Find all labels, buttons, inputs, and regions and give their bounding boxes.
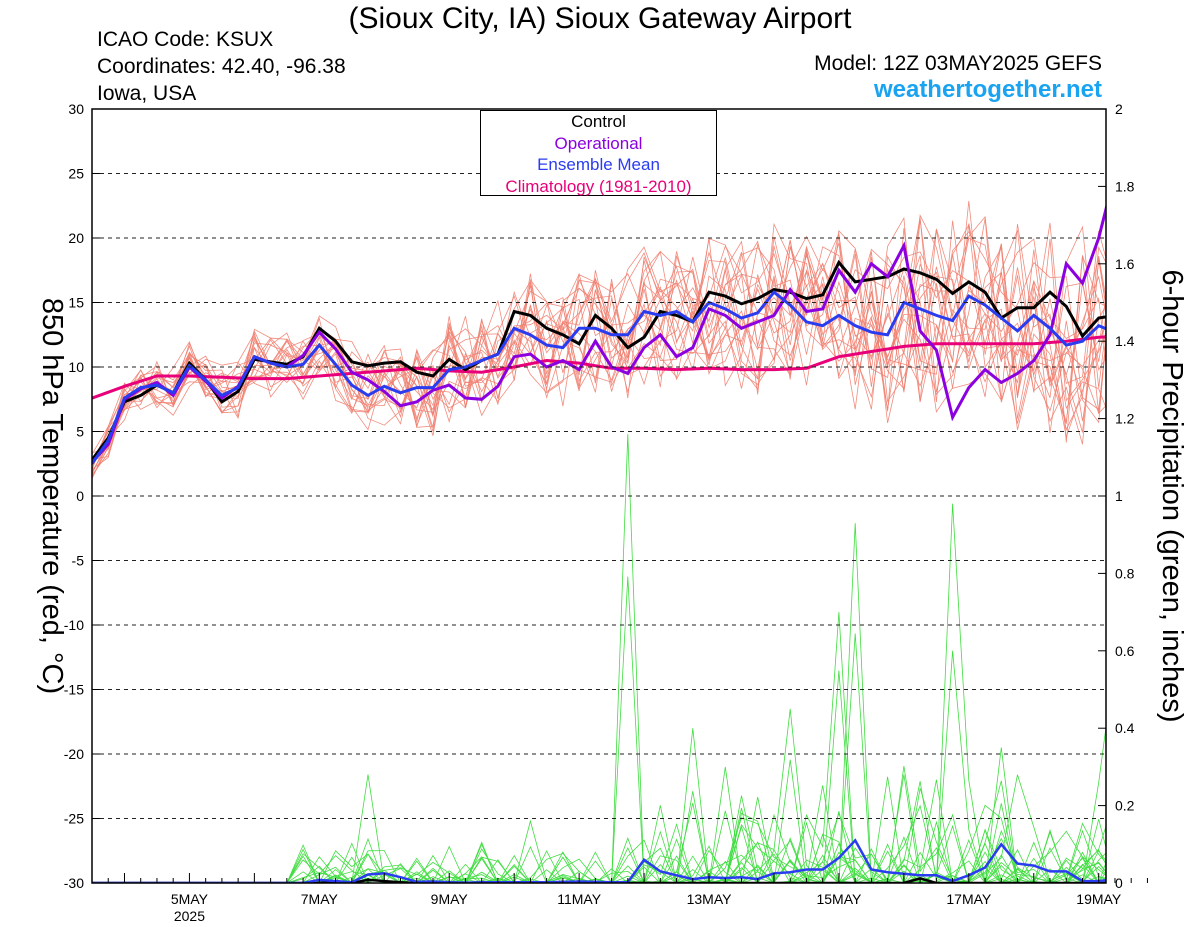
y2-tick-label: 1.6 — [1115, 256, 1135, 272]
y2-tick-label: 1.2 — [1115, 411, 1135, 427]
y-tick-label: -10 — [64, 617, 84, 633]
temp-member-line — [92, 223, 1106, 460]
y-tick-label: -25 — [64, 811, 84, 827]
temp-member-line — [92, 229, 1106, 470]
precip-member-line — [92, 791, 1106, 883]
y2-tick-label: 0.8 — [1115, 565, 1135, 581]
y2-tick-label: 0.2 — [1115, 798, 1135, 814]
legend-control: Control — [571, 112, 626, 131]
site-link[interactable]: weathertogether.net — [873, 76, 1102, 103]
y-tick-label: 0 — [76, 488, 84, 504]
y2-tick-label: 1 — [1115, 488, 1123, 504]
x-tick-label: 17MAY — [946, 891, 992, 907]
temp-member-line — [92, 222, 1106, 453]
precip-member-line — [92, 576, 1106, 883]
temp-member-line — [92, 254, 1106, 472]
legend-climatology: Climatology (1981-2010) — [505, 176, 692, 196]
y-tick-label: -5 — [72, 553, 85, 569]
region: Iowa, USA — [97, 82, 197, 105]
precip-member-line — [92, 843, 1106, 883]
precip-member-line — [92, 766, 1106, 883]
y2-tick-label: 0 — [1115, 875, 1123, 891]
x-tick-label: 5MAY — [171, 891, 209, 907]
y2-tick-label: 1.8 — [1115, 178, 1135, 194]
model-run: Model: 12Z 03MAY2025 GEFS — [814, 52, 1102, 75]
icao-code: ICAO Code: KSUX — [97, 28, 274, 51]
y-tick-label: 15 — [68, 295, 84, 311]
coordinates: Coordinates: 42.40, -96.38 — [97, 55, 346, 78]
y-tick-label: 5 — [76, 424, 84, 440]
x-tick-label: 11MAY — [557, 891, 601, 907]
y2-tick-label: 1.4 — [1115, 333, 1135, 349]
y-tick-label: 30 — [68, 101, 84, 117]
precip-member-line — [92, 503, 1106, 883]
y-tick-label: 25 — [68, 166, 84, 182]
precip-member-line — [92, 633, 1106, 883]
precip-member-line — [92, 523, 1106, 883]
y-axis-label-left: 850 hPa Temperature (red, °C) — [36, 298, 68, 694]
plot-axes: 302520151050-5-10-15-20-25-3021.81.61.41… — [64, 101, 1148, 924]
mean-temp-line — [92, 290, 1106, 465]
y-tick-label: -20 — [64, 746, 84, 762]
legend-box: Control Operational Ensemble Mean Climat… — [480, 110, 717, 196]
ensemble-members-precip — [92, 434, 1106, 883]
x-tick-label: 19MAY — [1076, 891, 1122, 907]
precip-member-line — [92, 723, 1106, 883]
y-tick-label: 10 — [68, 359, 84, 375]
x-tick-label: 13MAY — [687, 891, 733, 907]
precip-member-line — [92, 766, 1106, 883]
x-tick-label: 15MAY — [816, 891, 862, 907]
temp-member-line — [92, 200, 1106, 463]
y-axis-label-right: 6-hour Precipitation (green, inches) — [1156, 270, 1188, 723]
x-tick-label: 7MAY — [301, 891, 339, 907]
x-tick-label: 9MAY — [431, 891, 469, 907]
main-series — [92, 202, 1106, 883]
temp-member-line — [92, 246, 1106, 462]
legend-ensemble-mean: Ensemble Mean — [537, 155, 660, 174]
precip-member-line — [92, 803, 1106, 883]
y-tick-label: -15 — [64, 682, 84, 698]
y-tick-label: 20 — [68, 230, 84, 246]
precip-member-line — [92, 434, 1106, 883]
temp-member-line — [92, 216, 1106, 475]
precip-member-line — [92, 670, 1106, 883]
legend-operational: Operational — [554, 133, 643, 153]
y2-tick-label: 0.6 — [1115, 643, 1135, 659]
chart-title: (Sioux City, IA) Sioux Gateway Airport — [348, 2, 852, 35]
y2-tick-label: 2 — [1115, 101, 1123, 117]
precip-member-line — [92, 759, 1106, 883]
y-tick-label: -30 — [64, 875, 84, 891]
y2-tick-label: 0.4 — [1115, 720, 1135, 736]
x-tick-sublabel: 2025 — [174, 908, 205, 924]
